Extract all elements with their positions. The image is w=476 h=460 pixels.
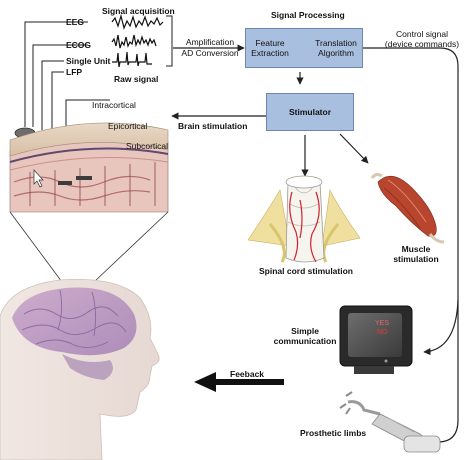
screen-no-label: NO	[377, 329, 388, 336]
brain-stimulation-label: Brain stimulation	[178, 121, 248, 131]
control-signal-label: Control signal	[396, 29, 448, 39]
device-commands-label: (device commands)	[384, 39, 460, 49]
raw-signal-label: Raw signal	[114, 74, 159, 84]
prosthetic-limbs-label: Prosthetic limbs	[300, 428, 367, 438]
stimulator-box: Stimulator	[266, 93, 354, 131]
amplification-label: Amplification	[185, 37, 235, 47]
ad-conversion-label: AD Conversion	[181, 48, 239, 58]
epicortical-label: Epicortical	[108, 121, 148, 131]
screen-yes-label: YES	[375, 320, 390, 327]
monitor-icon	[339, 305, 413, 374]
signal-waveform-icon	[111, 13, 164, 68]
feature-extraction-label: Feature Extraction	[251, 38, 289, 58]
cursor-icon	[33, 169, 44, 188]
translation-algorithm-label: Translation Algorithm	[315, 38, 357, 58]
spinal-cord-icon	[247, 175, 361, 263]
signal-acquisition-label: Signal acquisition	[102, 6, 175, 16]
single-unit-label: Single Unit	[66, 56, 111, 66]
signal-processing-label: Signal Processing	[271, 10, 345, 20]
subcortical-label: Subcortical	[126, 141, 169, 151]
signal-processing-box: Feature Extraction Translation Algorithm	[245, 28, 363, 68]
muscle-icon	[370, 172, 445, 244]
stimulator-label: Stimulator	[288, 107, 332, 117]
intracortical-label: Intracortical	[92, 100, 136, 110]
control-signal-line	[363, 47, 459, 446]
lfp-label: LFP	[66, 67, 83, 77]
spinal-cord-stimulation-label: Spinal cord stimulation	[259, 266, 353, 276]
human-head-icon	[0, 279, 160, 460]
feedback-arrow	[194, 372, 284, 392]
prosthetic-arm-icon	[339, 391, 441, 453]
simple-communication-label: Simple communication	[273, 326, 337, 346]
cortex-cross-section-icon	[9, 122, 169, 213]
arrow-stimulator-to-muscle	[339, 133, 369, 164]
feedback-label: Feeback	[230, 369, 265, 379]
muscle-stimulation-label: Muscle stimulation	[393, 244, 439, 264]
eeg-label: EEG	[66, 17, 84, 27]
arrow-to-monitor	[423, 299, 459, 356]
ecog-label: ECOG	[66, 40, 92, 50]
